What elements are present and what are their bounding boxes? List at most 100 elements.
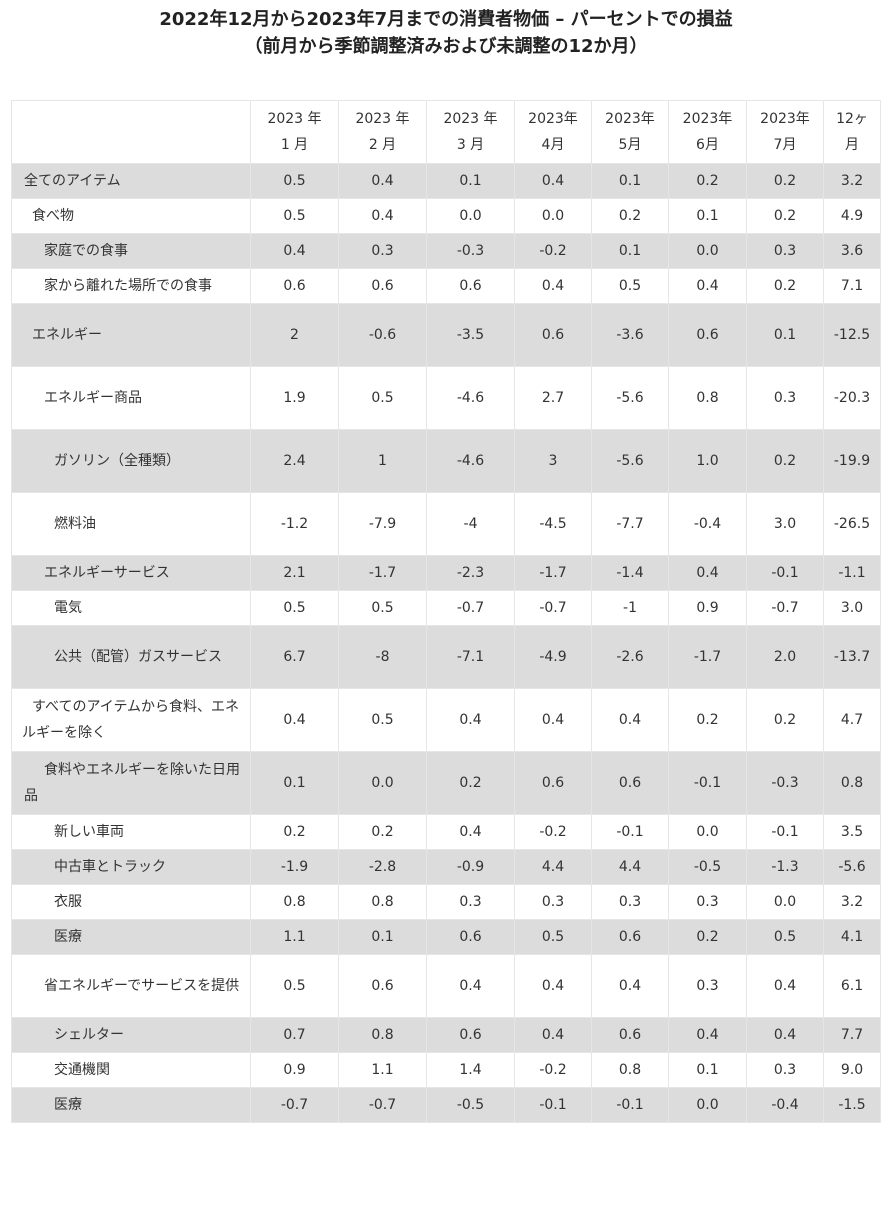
value-cell: -5.6 (591, 429, 669, 493)
value-cell: 0.4 (514, 1017, 592, 1053)
value-cell: 0.5 (514, 919, 592, 955)
table-row: 公共（配管）ガスサービス 6.7 -8 -7.1 -4.9 -2.6 -1.7 2.0 -13.… (11, 625, 881, 689)
table-row: 全てのアイテム 0.5 0.4 0.1 0.4 0.1 0.2 0.2 3.2 (11, 163, 881, 199)
row-label: 全てのアイテム (11, 163, 251, 199)
table-row: エネルギー商品 1.9 0.5 -4.6 2.7 -5.6 0.8 0.3 -20.3 (11, 366, 881, 430)
value-cell: 1.0 (668, 429, 747, 493)
row-label: 衣服 (11, 884, 251, 920)
page-subtitle: （前月から季節調整済みおよび未調整の12か月） (244, 36, 648, 57)
table-row: 家から離れた場所での食事 0.6 0.6 0.6 0.4 0.5 0.4 0.2 7.1 (11, 268, 881, 304)
value-cell: -0.7 (514, 590, 592, 626)
value-cell: 0.2 (591, 198, 669, 234)
row-label: 家庭での食事 (11, 233, 251, 269)
value-cell: 0.4 (426, 814, 515, 850)
value-cell: 1.9 (250, 366, 339, 430)
value-cell: 0.6 (250, 268, 339, 304)
value-cell: 7.7 (823, 1017, 881, 1053)
value-cell: -1.7 (514, 555, 592, 591)
value-cell: 0.4 (514, 163, 592, 199)
value-cell: -26.5 (823, 492, 881, 556)
value-cell: -0.5 (426, 1087, 515, 1123)
value-cell: 0.6 (514, 751, 592, 815)
value-cell: 0.0 (668, 233, 747, 269)
value-cell: -3.5 (426, 303, 515, 367)
value-cell: 0.5 (591, 268, 669, 304)
value-cell: 0.4 (338, 163, 427, 199)
table-row: 省エネルギーでサービスを提供 0.5 0.6 0.4 0.4 0.4 0.3 0.4 6.1 (11, 954, 881, 1018)
title-block: 2022年12月から2023年7月までの消費者物価 – パーセントでの損益 （前… (0, 0, 892, 60)
value-cell: 0.2 (250, 814, 339, 850)
row-label-text: すべてのアイテムから食料、エネルギーを除く (22, 699, 240, 741)
value-cell: -7.7 (591, 492, 669, 556)
value-cell: 0.7 (250, 1017, 339, 1053)
value-cell: 9.0 (823, 1052, 881, 1088)
value-cell: -2.3 (426, 555, 515, 591)
value-cell: -0.7 (746, 590, 824, 626)
table-row: 新しい車両 0.2 0.2 0.4 -0.2 -0.1 0.0 -0.1 3.5 (11, 814, 881, 850)
value-cell: -1.2 (250, 492, 339, 556)
value-cell: -0.1 (746, 555, 824, 591)
value-cell: 7.1 (823, 268, 881, 304)
value-cell: 0.3 (591, 884, 669, 920)
value-cell: 0.2 (746, 429, 824, 493)
header-cell: 2023年 5月 (591, 100, 669, 164)
value-cell: -0.1 (668, 751, 747, 815)
value-cell: 0.3 (338, 233, 427, 269)
row-label-text: 公共（配管）ガスサービス (54, 649, 222, 665)
table-row: エネルギーサービス 2.1 -1.7 -2.3 -1.7 -1.4 0.4 -0.1 -1.1 (11, 555, 881, 591)
row-label: エネルギーサービス (11, 555, 251, 591)
value-cell: -1 (591, 590, 669, 626)
value-cell: -1.4 (591, 555, 669, 591)
row-label: すべてのアイテムから食料、エネルギーを除く (11, 688, 251, 752)
row-label-text: エネルギーサービス (44, 565, 170, 581)
value-cell: 3.2 (823, 163, 881, 199)
value-cell: -0.1 (746, 814, 824, 850)
table-row: 家庭での食事 0.4 0.3 -0.3 -0.2 0.1 0.0 0.3 3.6 (11, 233, 881, 269)
value-cell: -0.9 (426, 849, 515, 885)
value-cell: 0.0 (514, 198, 592, 234)
value-cell: 0.6 (426, 268, 515, 304)
value-cell: -8 (338, 625, 427, 689)
value-cell: 0.5 (250, 954, 339, 1018)
row-label-text: 食料やエネルギーを除いた日用品 (24, 762, 240, 804)
value-cell: 0.3 (746, 1052, 824, 1088)
table-row: 交通機関 0.9 1.1 1.4 -0.2 0.8 0.1 0.3 9.0 (11, 1052, 881, 1088)
table-body: 全てのアイテム 0.5 0.4 0.1 0.4 0.1 0.2 0.2 3.2 食べ物 0.5 0.4… (11, 163, 881, 1123)
table-row: 電気 0.5 0.5 -0.7 -0.7 -1 0.9 -0.7 3.0 (11, 590, 881, 626)
value-cell: 1.1 (338, 1052, 427, 1088)
row-label: エネルギー (11, 303, 251, 367)
value-cell: -5.6 (823, 849, 881, 885)
value-cell: 0.6 (591, 919, 669, 955)
value-cell: -0.7 (338, 1087, 427, 1123)
table-row: エネルギー 2 -0.6 -3.5 0.6 -3.6 0.6 0.1 -12.5 (11, 303, 881, 367)
table-row: 燃料油 -1.2 -7.9 -4 -4.5 -7.7 -0.4 3.0 -26.5 (11, 492, 881, 556)
value-cell: 0.3 (426, 884, 515, 920)
value-cell: 0.2 (746, 163, 824, 199)
value-cell: -4.6 (426, 429, 515, 493)
table-row: ガソリン（全種類） 2.4 1 -4.6 3 -5.6 1.0 0.2 -19.9 (11, 429, 881, 493)
value-cell: 0.5 (746, 919, 824, 955)
value-cell: 0.5 (338, 590, 427, 626)
value-cell: 0.3 (668, 954, 747, 1018)
value-cell: 0.4 (514, 688, 592, 752)
row-label-text: 新しい車両 (54, 824, 124, 840)
value-cell: 0.8 (823, 751, 881, 815)
value-cell: 4.7 (823, 688, 881, 752)
value-cell: 0.5 (250, 163, 339, 199)
table-row: 衣服 0.8 0.8 0.3 0.3 0.3 0.3 0.0 3.2 (11, 884, 881, 920)
value-cell: 2.1 (250, 555, 339, 591)
value-cell: -0.7 (250, 1087, 339, 1123)
row-label-text: シェルター (54, 1027, 124, 1043)
value-cell: -0.4 (746, 1087, 824, 1123)
row-label-text: 医療 (54, 1097, 82, 1113)
value-cell: -0.1 (591, 1087, 669, 1123)
value-cell: 0.6 (338, 954, 427, 1018)
value-cell: -3.6 (591, 303, 669, 367)
value-cell: 0.4 (426, 954, 515, 1018)
row-label-text: エネルギー (32, 327, 102, 343)
value-cell: 3.6 (823, 233, 881, 269)
table-row: 中古車とトラック -1.9 -2.8 -0.9 4.4 4.4 -0.5 -1.3 -5.6 (11, 849, 881, 885)
value-cell: 1.4 (426, 1052, 515, 1088)
